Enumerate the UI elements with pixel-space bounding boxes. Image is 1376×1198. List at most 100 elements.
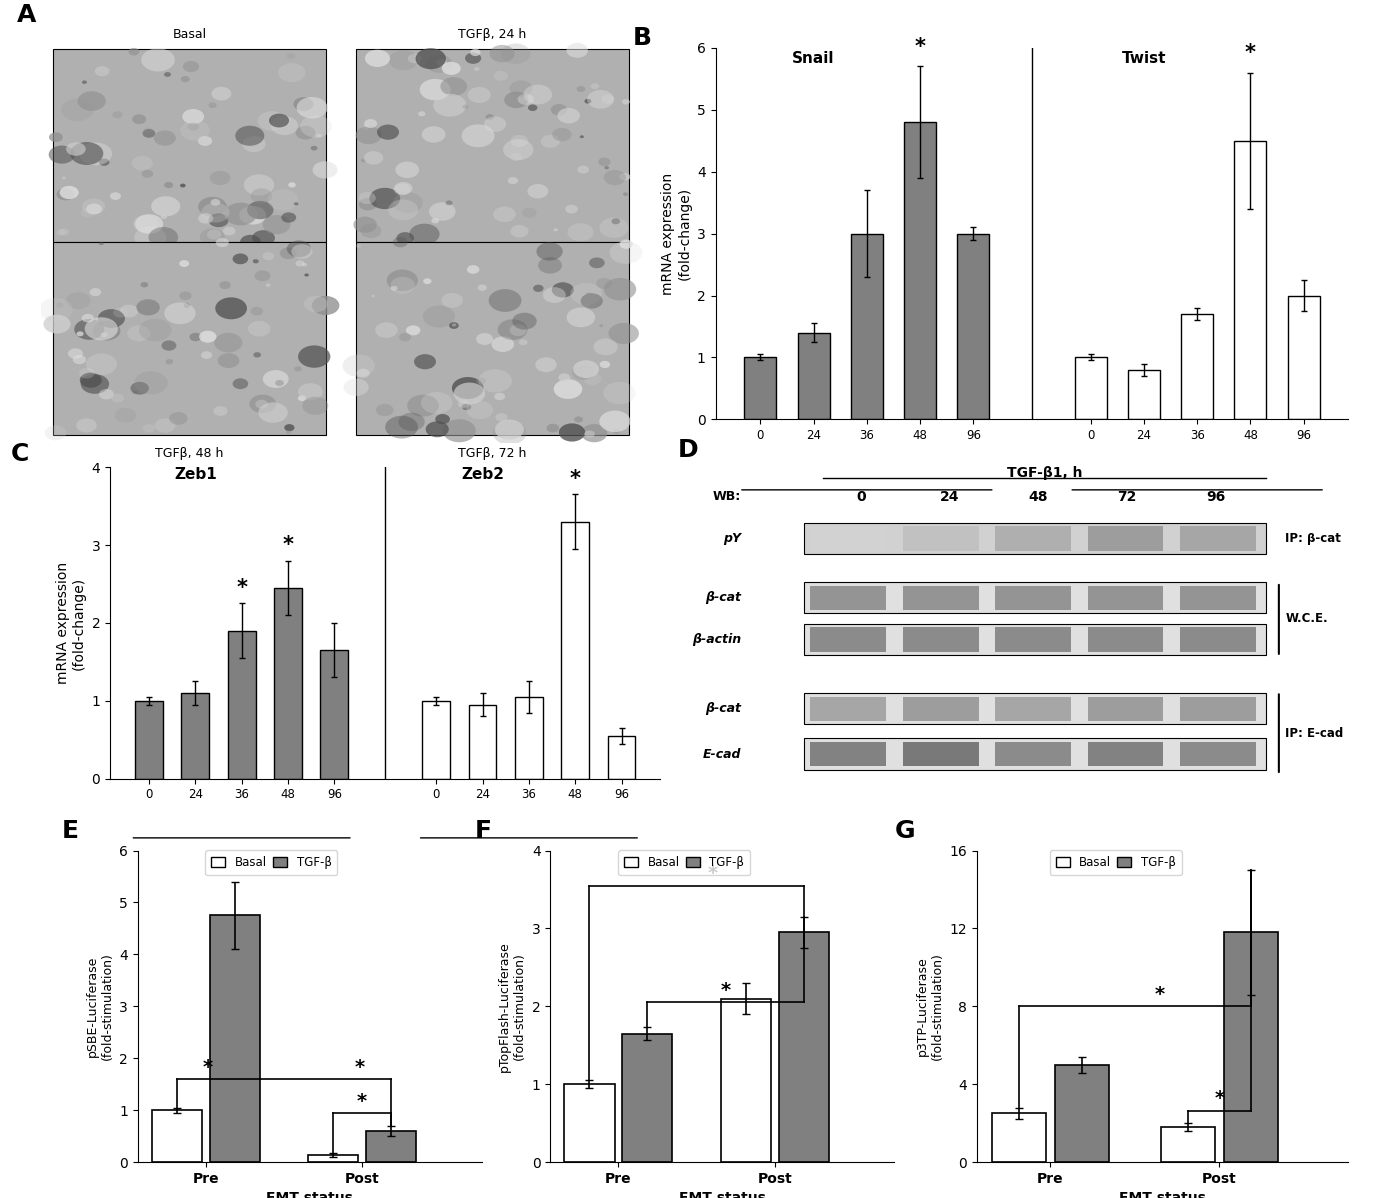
- Circle shape: [299, 345, 330, 368]
- Circle shape: [169, 412, 187, 425]
- Circle shape: [391, 286, 398, 291]
- Circle shape: [200, 229, 224, 246]
- Y-axis label: p3TP-Luciferase
(fold-stimulation): p3TP-Luciferase (fold-stimulation): [916, 952, 944, 1060]
- Circle shape: [596, 278, 612, 289]
- Circle shape: [133, 214, 158, 232]
- Circle shape: [358, 192, 376, 204]
- Text: *: *: [1245, 43, 1256, 63]
- Circle shape: [250, 188, 272, 204]
- Circle shape: [110, 193, 121, 200]
- Circle shape: [577, 86, 585, 92]
- Circle shape: [461, 125, 494, 147]
- Circle shape: [301, 262, 307, 266]
- Bar: [810, 628, 886, 652]
- Circle shape: [80, 368, 95, 379]
- Circle shape: [517, 93, 534, 105]
- Circle shape: [286, 53, 296, 59]
- Circle shape: [493, 422, 527, 444]
- Bar: [904, 122, 936, 419]
- Circle shape: [132, 156, 153, 170]
- Circle shape: [567, 308, 594, 327]
- Circle shape: [201, 351, 212, 359]
- Circle shape: [99, 158, 110, 165]
- Circle shape: [451, 323, 457, 327]
- Circle shape: [622, 99, 630, 104]
- Circle shape: [85, 353, 117, 375]
- Circle shape: [359, 198, 377, 211]
- Circle shape: [424, 278, 432, 284]
- Circle shape: [612, 429, 621, 434]
- Circle shape: [466, 401, 493, 419]
- Circle shape: [344, 379, 369, 397]
- Circle shape: [557, 108, 579, 123]
- Circle shape: [165, 359, 173, 364]
- Bar: [903, 586, 978, 610]
- Circle shape: [416, 48, 446, 69]
- Circle shape: [571, 283, 601, 304]
- Circle shape: [494, 393, 505, 400]
- Text: C: C: [11, 442, 29, 466]
- Circle shape: [451, 377, 483, 399]
- Circle shape: [581, 297, 588, 302]
- Text: E-cad: E-cad: [702, 748, 740, 761]
- Circle shape: [585, 98, 592, 103]
- Circle shape: [48, 145, 74, 164]
- Circle shape: [389, 50, 418, 71]
- Circle shape: [619, 240, 633, 249]
- Circle shape: [363, 151, 384, 164]
- Circle shape: [537, 242, 563, 261]
- Circle shape: [611, 218, 621, 224]
- Circle shape: [59, 229, 69, 235]
- Circle shape: [136, 300, 160, 315]
- Circle shape: [541, 135, 560, 147]
- Bar: [804, 738, 1266, 769]
- X-axis label: EMT status: EMT status: [1119, 1191, 1207, 1198]
- Circle shape: [533, 285, 544, 292]
- Circle shape: [253, 352, 261, 357]
- Bar: [779, 932, 828, 1162]
- Circle shape: [83, 199, 105, 214]
- Circle shape: [183, 61, 200, 72]
- Circle shape: [399, 413, 425, 431]
- Circle shape: [81, 207, 95, 217]
- Circle shape: [113, 111, 122, 119]
- Circle shape: [385, 416, 418, 438]
- Circle shape: [476, 333, 493, 345]
- Circle shape: [219, 282, 231, 289]
- Circle shape: [312, 296, 340, 315]
- Bar: [1087, 697, 1164, 721]
- Circle shape: [355, 126, 381, 144]
- Bar: [1087, 526, 1164, 551]
- Text: 24: 24: [940, 490, 959, 504]
- Circle shape: [111, 394, 124, 403]
- Legend: Basal, TGF-β: Basal, TGF-β: [618, 851, 750, 875]
- Bar: [810, 697, 886, 721]
- Circle shape: [477, 284, 487, 291]
- Legend: Basal, TGF-β: Basal, TGF-β: [205, 851, 337, 875]
- Circle shape: [61, 98, 94, 121]
- Circle shape: [431, 218, 439, 223]
- Bar: [135, 701, 162, 779]
- Circle shape: [504, 91, 528, 108]
- Bar: [995, 586, 1071, 610]
- Text: G: G: [896, 819, 916, 843]
- Circle shape: [387, 270, 418, 291]
- Bar: [810, 526, 886, 551]
- Circle shape: [279, 247, 297, 259]
- Circle shape: [85, 317, 118, 340]
- Circle shape: [81, 314, 94, 322]
- Circle shape: [190, 333, 202, 341]
- Circle shape: [252, 230, 275, 246]
- X-axis label: EMT status: EMT status: [678, 1191, 766, 1198]
- Circle shape: [593, 339, 618, 356]
- Text: Zeb1: Zeb1: [173, 467, 216, 482]
- Circle shape: [581, 294, 603, 309]
- Circle shape: [299, 395, 305, 401]
- Circle shape: [293, 97, 314, 111]
- Bar: [804, 524, 1266, 555]
- Text: Snail: Snail: [793, 52, 835, 66]
- Bar: [1181, 586, 1256, 610]
- Circle shape: [599, 158, 611, 167]
- Circle shape: [224, 202, 257, 225]
- Circle shape: [429, 202, 455, 220]
